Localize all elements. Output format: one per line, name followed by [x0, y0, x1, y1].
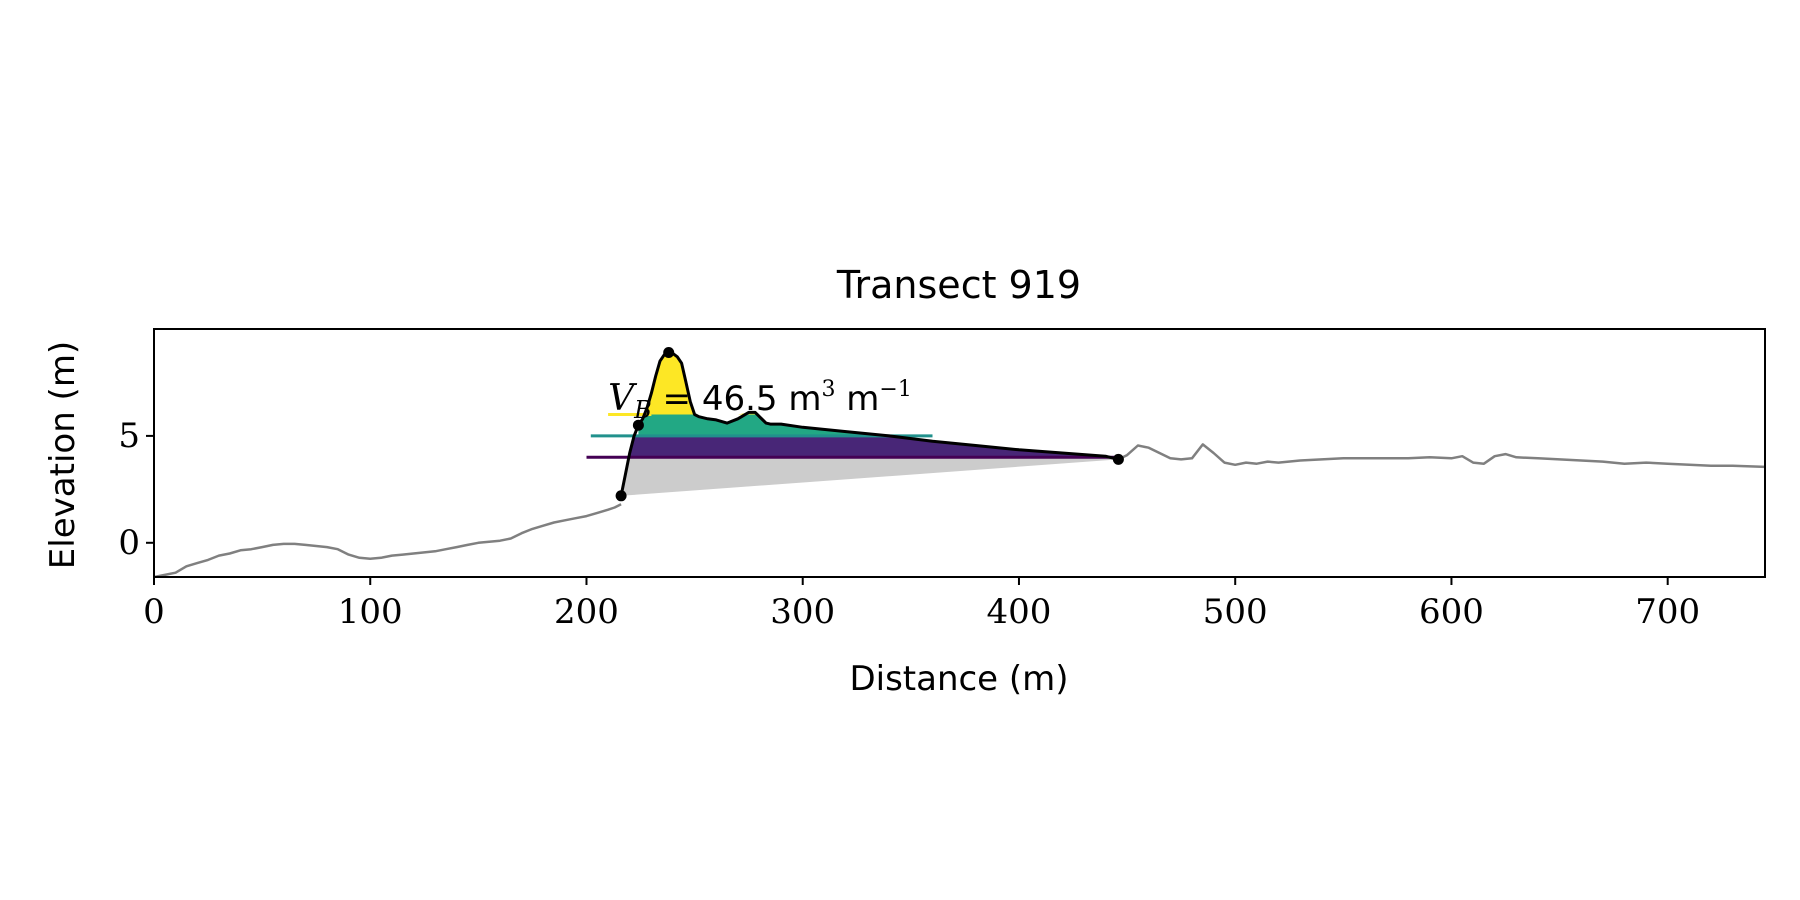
fills-layer — [621, 352, 1119, 496]
plot-frame — [153, 328, 1766, 578]
y-tick-label: 5 — [118, 416, 140, 456]
x-axis-ticks: 0 100 200 300 400 500 600 700 — [143, 577, 1700, 632]
x-tick-label: 300 — [770, 592, 835, 632]
annotation-unit-sup2: −1 — [879, 377, 911, 402]
annotation-symbol: V — [608, 378, 638, 419]
dune-profile-line — [619, 351, 1119, 497]
x-axis-label: Distance (m) — [849, 659, 1068, 699]
y-axis-ticks: 05 — [118, 416, 154, 563]
x-tick-label: 400 — [987, 592, 1052, 632]
level-1-fill — [629, 435, 1119, 458]
chart-title: Transect 919 — [836, 263, 1081, 307]
lines-layer — [154, 351, 1765, 577]
annotation-unit-sup1: 3 — [821, 377, 835, 402]
dune-toe-marker — [615, 490, 627, 502]
x-tick-label: 200 — [554, 592, 619, 632]
x-tick-label: 500 — [1203, 592, 1268, 632]
volume-annotation: VB = 46.5 m3 m−1 — [608, 377, 912, 424]
x-tick-label: 0 — [143, 592, 165, 632]
base-volume-fill — [621, 457, 1119, 496]
x-tick-label: 100 — [338, 592, 403, 632]
y-tick-label: 0 — [118, 523, 140, 563]
dune-heel-marker — [1112, 453, 1124, 465]
markers-layer — [615, 347, 1124, 502]
profile-line-left — [154, 503, 622, 577]
dune-mid-marker — [632, 419, 644, 431]
y-axis-label: Elevation (m) — [43, 341, 83, 569]
x-tick-label: 600 — [1419, 592, 1484, 632]
annotation-subscript: B — [633, 396, 652, 424]
level-2-fill — [638, 414, 1119, 436]
dune-crest-marker — [663, 347, 675, 358]
x-tick-label: 700 — [1635, 592, 1700, 632]
annotation-value: = 46.5 m — [652, 379, 822, 419]
profile-line-right — [1117, 443, 1765, 469]
annotation-unit-mid: m — [835, 379, 879, 419]
